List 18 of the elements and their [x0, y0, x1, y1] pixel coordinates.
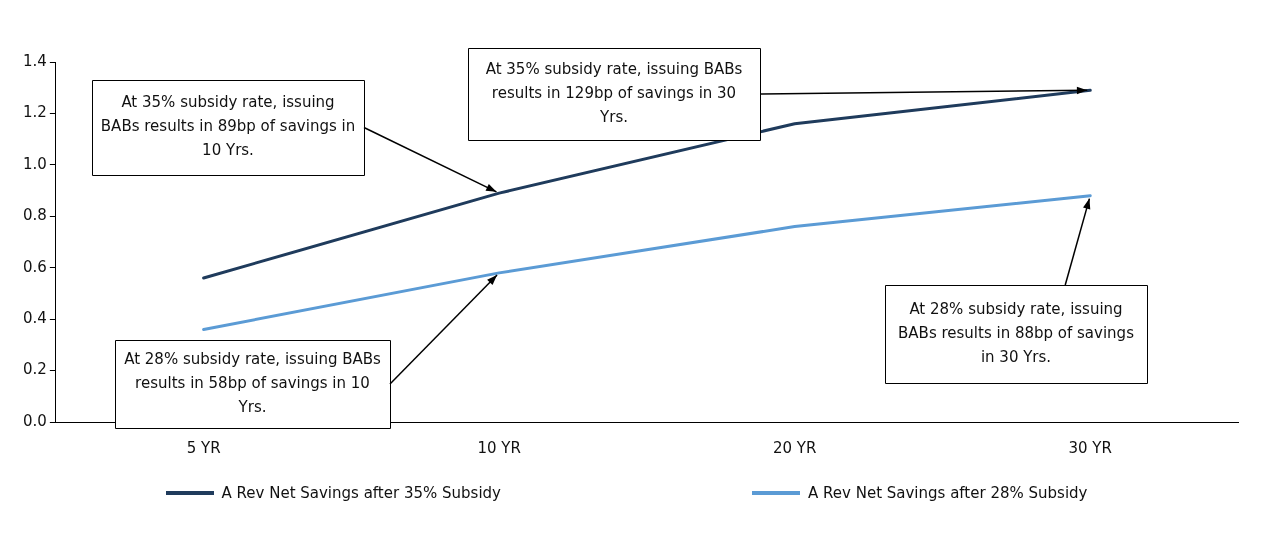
legend-label: A Rev Net Savings after 35% Subsidy — [221, 484, 501, 502]
y-tick-label: 0.4 — [23, 309, 47, 328]
y-tick-label: 1.4 — [23, 51, 47, 70]
y-tick-label: 1.2 — [23, 103, 47, 122]
y-tick-label: 0.2 — [23, 360, 47, 379]
x-tick-label: 30 YR — [1068, 438, 1112, 457]
legend-label: A Rev Net Savings after 28% Subsidy — [808, 484, 1088, 502]
y-tick-label: 1.0 — [23, 154, 47, 173]
annotation: At 35% subsidy rate, issuing BABs results in 89bp of savings in 10 Yrs. — [100, 93, 356, 160]
x-tick-label: 20 YR — [772, 438, 817, 457]
y-tick-label: 0.0 — [23, 411, 47, 430]
y-tick-label: 0.6 — [23, 257, 47, 276]
x-tick-label: 5 YR — [186, 438, 221, 457]
y-tick-label: 0.8 — [23, 206, 47, 225]
annotation: At 35% subsidy rate, issuing BABs results in 129bp of savings in 30 Yrs. — [485, 59, 743, 126]
x-tick-label: 10 YR — [477, 438, 521, 457]
annotation: At 28% subsidy rate, issuing BABs results in 58bp of savings in 10 Yrs. — [124, 349, 382, 416]
annotation: At 28% subsidy rate, issuing BABs results in 88bp of savings in 30 Yrs. — [898, 299, 1135, 366]
